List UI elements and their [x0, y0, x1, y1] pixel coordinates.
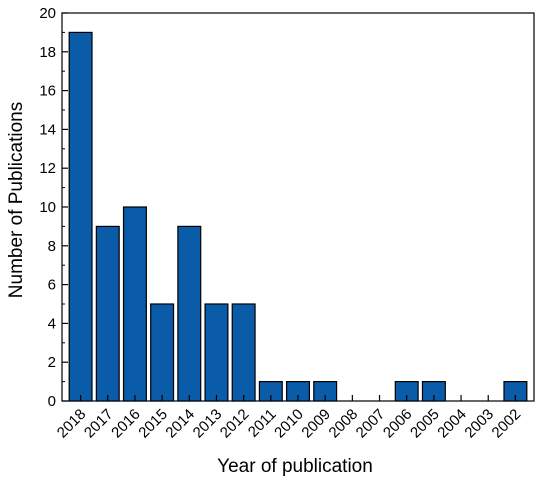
- x-tick-label: 2015: [135, 406, 171, 442]
- y-tick-label: 16: [39, 83, 56, 100]
- x-axis-title: Year of publication: [217, 456, 373, 477]
- y-tick-label: 0: [48, 393, 56, 410]
- x-tick-label: 2016: [108, 406, 144, 442]
- y-tick-label: 14: [39, 121, 56, 138]
- y-tick-label: 18: [39, 44, 56, 61]
- y-tick-label: 12: [39, 160, 56, 177]
- x-tick-label: 2005: [407, 406, 443, 442]
- x-tick-label: 2003: [461, 406, 497, 442]
- x-tick-label: 2013: [190, 406, 226, 442]
- bar: [122, 206, 147, 402]
- bar: [150, 303, 175, 402]
- bar: [95, 225, 120, 402]
- y-tick-label: 2: [48, 354, 56, 371]
- bars-group: [68, 31, 528, 402]
- y-axis: 0 2 4 6 8 10 12 14 16 18 20: [39, 5, 68, 410]
- x-tick-label: 2018: [54, 406, 90, 442]
- y-tick-label: 6: [48, 277, 56, 294]
- y-tick-label: 8: [48, 238, 56, 255]
- x-tick-label: 2006: [380, 406, 416, 442]
- x-tick-label: 2002: [489, 406, 525, 442]
- y-tick-label: 10: [39, 199, 56, 216]
- bar: [231, 303, 256, 402]
- y-tick-label: 20: [39, 5, 56, 22]
- bar: [68, 31, 93, 402]
- x-tick-label: 2014: [163, 406, 199, 442]
- bar: [177, 225, 202, 402]
- x-axis: 2018201720162015201420132012201120102009…: [54, 395, 524, 441]
- x-tick-label: 2008: [326, 406, 362, 442]
- x-tick-label: 2007: [353, 406, 389, 442]
- x-tick-label: 2012: [217, 406, 253, 442]
- x-tick-label: 2009: [298, 406, 334, 442]
- x-tick-label: 2010: [271, 406, 307, 442]
- x-tick-label: 2011: [245, 406, 280, 441]
- y-tick-label: 4: [48, 315, 56, 332]
- y-axis-title: Number of Publications: [6, 102, 27, 298]
- bar: [204, 303, 229, 402]
- x-tick-label: 2017: [81, 406, 117, 442]
- x-tick-label: 2004: [434, 406, 470, 442]
